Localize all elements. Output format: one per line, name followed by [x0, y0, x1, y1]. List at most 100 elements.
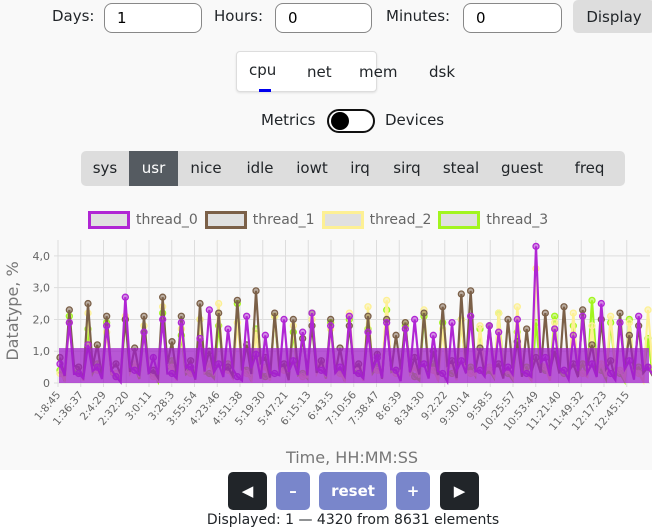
legend-item-thread_1[interactable]: thread_1 — [204, 211, 315, 229]
data-point[interactable] — [411, 315, 419, 324]
data-point[interactable] — [588, 341, 596, 349]
data-point[interactable] — [513, 303, 521, 311]
data-point[interactable] — [532, 242, 540, 251]
data-point[interactable] — [159, 293, 167, 301]
tab-mem[interactable]: mem — [359, 63, 398, 81]
data-point[interactable] — [103, 322, 111, 330]
data-point[interactable] — [177, 318, 185, 327]
data-point[interactable] — [541, 309, 549, 317]
data-point[interactable] — [308, 309, 316, 317]
legend-item-thread_2[interactable]: thread_2 — [321, 211, 431, 229]
data-point[interactable] — [401, 318, 409, 327]
zoom-out-button[interactable]: – — [276, 472, 310, 510]
data-point[interactable] — [569, 309, 577, 317]
data-point[interactable] — [364, 328, 372, 336]
metric-sirq[interactable]: sirq — [393, 159, 421, 177]
tab-net[interactable]: net — [307, 63, 332, 81]
data-point[interactable] — [383, 318, 391, 327]
data-point[interactable] — [551, 325, 559, 333]
data-point[interactable] — [121, 293, 129, 301]
data-point[interactable] — [420, 309, 428, 317]
data-point[interactable] — [467, 287, 475, 295]
data-point[interactable] — [504, 315, 512, 324]
data-point[interactable] — [644, 306, 652, 314]
data-point[interactable] — [289, 315, 297, 324]
data-point[interactable] — [588, 322, 596, 330]
data-point[interactable] — [159, 315, 167, 324]
data-point[interactable] — [579, 312, 587, 320]
data-point[interactable] — [467, 312, 475, 320]
data-point[interactable] — [551, 312, 559, 320]
data-point[interactable] — [597, 299, 605, 308]
data-point[interactable] — [168, 338, 176, 346]
metric-freq[interactable]: freq — [574, 159, 605, 177]
data-point[interactable] — [261, 331, 269, 339]
data-point[interactable] — [271, 309, 279, 317]
data-point[interactable] — [523, 325, 531, 333]
data-point[interactable] — [476, 322, 484, 330]
data-point[interactable] — [327, 315, 335, 324]
legend-item-thread_3[interactable]: thread_3 — [438, 211, 548, 229]
data-point[interactable] — [625, 331, 633, 339]
metric-steal[interactable]: steal — [442, 159, 480, 177]
metric-guest[interactable]: guest — [501, 159, 543, 177]
data-point[interactable] — [635, 312, 643, 320]
tab-dsk[interactable]: dsk — [429, 63, 456, 81]
hours-input[interactable] — [275, 3, 372, 33]
data-point[interactable] — [233, 296, 241, 305]
data-point[interactable] — [551, 318, 559, 327]
metric-nice[interactable]: nice — [190, 159, 222, 177]
metric-irq[interactable]: irq — [350, 159, 370, 177]
metric-usr[interactable]: usr — [129, 151, 178, 186]
display-button[interactable]: Display — [573, 0, 652, 33]
data-point[interactable] — [140, 328, 148, 336]
data-point[interactable] — [364, 312, 372, 320]
data-point[interactable] — [495, 309, 503, 317]
metric-sys[interactable]: sys — [92, 159, 118, 177]
data-point[interactable] — [224, 325, 232, 333]
data-point[interactable] — [84, 341, 92, 349]
data-point[interactable] — [280, 315, 288, 324]
prev-button[interactable]: ◀ — [228, 472, 267, 510]
data-point[interactable] — [243, 312, 251, 320]
data-point[interactable] — [513, 315, 521, 324]
metrics-devices-toggle[interactable] — [327, 109, 375, 133]
next-button[interactable]: ▶ — [440, 472, 479, 510]
data-point[interactable] — [215, 299, 223, 308]
data-point[interactable] — [252, 287, 260, 295]
data-point[interactable] — [607, 312, 615, 320]
data-point[interactable] — [588, 296, 596, 305]
data-point[interactable] — [439, 303, 447, 311]
data-point[interactable] — [401, 325, 409, 333]
data-point[interactable] — [327, 322, 335, 330]
data-point[interactable] — [569, 331, 577, 339]
data-point[interactable] — [84, 299, 92, 308]
data-point[interactable] — [196, 334, 204, 343]
data-point[interactable] — [345, 312, 353, 320]
metric-idle[interactable]: idle — [246, 159, 274, 177]
data-point[interactable] — [205, 306, 213, 314]
days-input[interactable] — [104, 3, 202, 33]
data-point[interactable] — [616, 318, 624, 327]
minutes-input[interactable] — [463, 3, 562, 33]
data-point[interactable] — [429, 331, 437, 339]
zoom-in-button[interactable]: + — [396, 472, 430, 510]
data-point[interactable] — [383, 296, 391, 305]
data-point[interactable] — [299, 328, 307, 336]
data-point[interactable] — [560, 303, 568, 311]
data-point[interactable] — [625, 318, 633, 327]
reset-button[interactable]: reset — [319, 472, 387, 510]
data-point[interactable] — [448, 318, 456, 327]
data-point[interactable] — [93, 341, 101, 349]
data-point[interactable] — [215, 309, 223, 317]
data-point[interactable] — [485, 322, 493, 330]
data-point[interactable] — [457, 290, 465, 298]
data-point[interactable] — [177, 312, 185, 320]
data-point[interactable] — [196, 299, 204, 308]
data-point[interactable] — [495, 328, 503, 336]
data-point[interactable] — [579, 306, 587, 314]
data-point[interactable] — [140, 312, 148, 320]
tab-cpu[interactable]: cpu — [249, 61, 277, 79]
data-point[interactable] — [364, 303, 372, 311]
data-point[interactable] — [392, 331, 400, 339]
